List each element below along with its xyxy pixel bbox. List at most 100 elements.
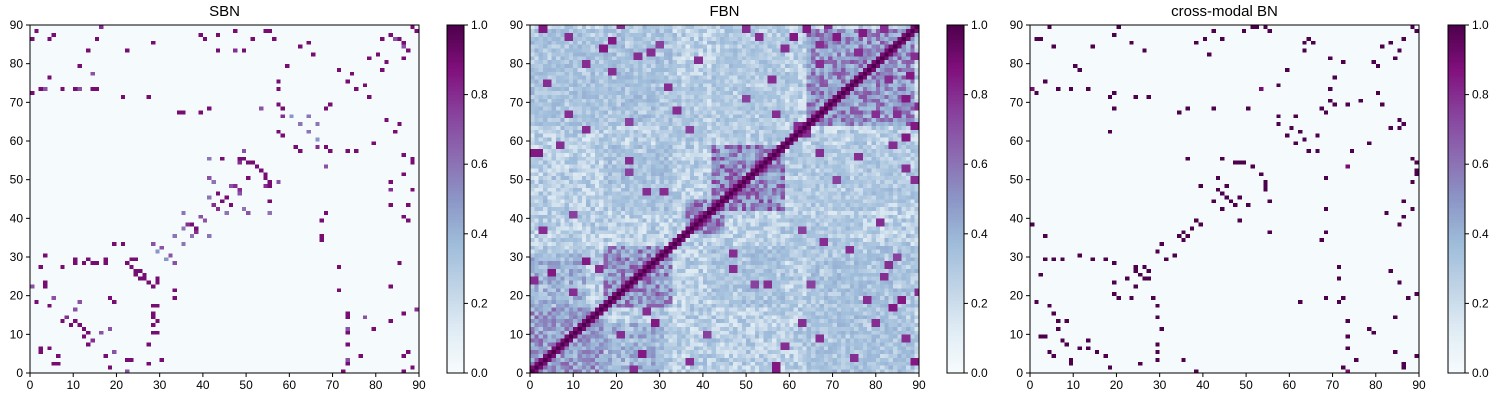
heatmap-cell [263, 284, 269, 289]
heatmap-cell [401, 179, 407, 184]
heatmap-cell [280, 245, 286, 250]
heatmap-cell [367, 349, 372, 355]
heatmap-cell [328, 233, 333, 239]
heatmap-cell [302, 202, 307, 208]
heatmap-cell [185, 164, 191, 169]
heatmap-cell [332, 299, 338, 304]
heatmap-cell [163, 315, 169, 320]
heatmap-cell [354, 249, 359, 254]
heatmap-cell [345, 276, 351, 281]
heatmap-cell [406, 342, 411, 347]
heatmap-cell [159, 280, 165, 285]
heatmap-cell [125, 361, 130, 366]
heatmap-cell [371, 345, 377, 351]
heatmap-cell [224, 222, 230, 227]
heatmap-cell [289, 226, 294, 231]
heatmap-cell [172, 160, 178, 165]
heatmap-cell [349, 199, 355, 204]
heatmap-cell [107, 272, 113, 277]
heatmap-cell [176, 195, 182, 200]
heatmap-cell [211, 303, 217, 308]
heatmap-cell [159, 330, 165, 335]
heatmap-cell [202, 187, 208, 192]
heatmap-cell [77, 187, 83, 192]
heatmap-cell [129, 156, 135, 161]
heatmap-cell [323, 241, 329, 246]
heatmap-cell [142, 226, 148, 231]
heatmap-cell [237, 338, 243, 343]
heatmap-cell [336, 218, 342, 223]
heatmap-cell [401, 257, 407, 262]
heatmap-cell [315, 307, 320, 312]
heatmap-cell [73, 272, 78, 277]
heatmap-cell [362, 334, 368, 339]
heatmap-cell [42, 206, 48, 211]
heatmap-cell [207, 330, 212, 335]
heatmap-cell [336, 349, 342, 355]
heatmap-cell [297, 257, 303, 262]
heatmap-cell [367, 257, 372, 262]
heatmap-cell [215, 260, 221, 266]
heatmap-cell [358, 291, 364, 297]
heatmap-cell [77, 206, 83, 211]
heatmap-cell [107, 303, 113, 308]
heatmap-cell [354, 257, 359, 262]
heatmap-cell [68, 334, 74, 339]
heatmap-cell [254, 322, 260, 327]
heatmap-cell [60, 168, 65, 173]
heatmap-cell [336, 195, 342, 200]
heatmap-cell [349, 229, 355, 235]
heatmap-cell [380, 268, 385, 273]
heatmap-cell [332, 318, 338, 324]
heatmap-cell [151, 245, 156, 250]
heatmap-cell [375, 276, 381, 281]
heatmap-cell [315, 233, 320, 239]
heatmap-cell [254, 276, 260, 281]
heatmap-cell [189, 257, 195, 262]
heatmap-cell [414, 195, 420, 200]
heatmap-cell [172, 237, 178, 242]
heatmap-cell [107, 218, 113, 223]
heatmap-cell [163, 214, 169, 219]
heatmap-cell [116, 342, 122, 347]
heatmap-cell [42, 199, 48, 204]
heatmap-cell [228, 349, 234, 355]
heatmap-cell [228, 322, 234, 327]
heatmap-cell [155, 272, 161, 277]
heatmap-cell [207, 349, 212, 355]
heatmap-cell [51, 160, 57, 165]
heatmap-cell [259, 353, 264, 358]
heatmap-cell [250, 280, 256, 285]
heatmap-cell [397, 226, 403, 231]
heatmap-cell [397, 187, 403, 192]
heatmap-cell [77, 284, 83, 289]
heatmap-cell [189, 191, 195, 196]
heatmap-cell [51, 249, 57, 254]
heatmap-cell [129, 280, 135, 285]
heatmap-cell [146, 257, 152, 262]
heatmap-cell [380, 199, 385, 204]
heatmap-cell [241, 253, 247, 258]
heatmap-cell [142, 257, 148, 262]
heatmap-cell [323, 222, 329, 227]
heatmap-cell [103, 318, 109, 324]
heatmap-cell [163, 284, 169, 289]
heatmap-cell [159, 226, 165, 231]
heatmap-cell [297, 241, 303, 246]
heatmap-cell [414, 361, 420, 366]
heatmap-cell [125, 276, 130, 281]
heatmap-cell [388, 365, 394, 370]
heatmap-cell [259, 179, 264, 184]
heatmap-cell [155, 299, 161, 304]
heatmap-cell [181, 210, 186, 215]
heatmap-cell [250, 241, 256, 246]
heatmap-cell [289, 160, 294, 165]
heatmap-cell [341, 257, 346, 262]
heatmap-cell [133, 349, 139, 355]
heatmap-cell [397, 260, 403, 266]
heatmap-cell [302, 307, 307, 312]
heatmap-cell [107, 199, 113, 204]
heatmap-cell [233, 249, 238, 254]
heatmap-cell [120, 195, 126, 200]
heatmap-cell [310, 229, 316, 235]
